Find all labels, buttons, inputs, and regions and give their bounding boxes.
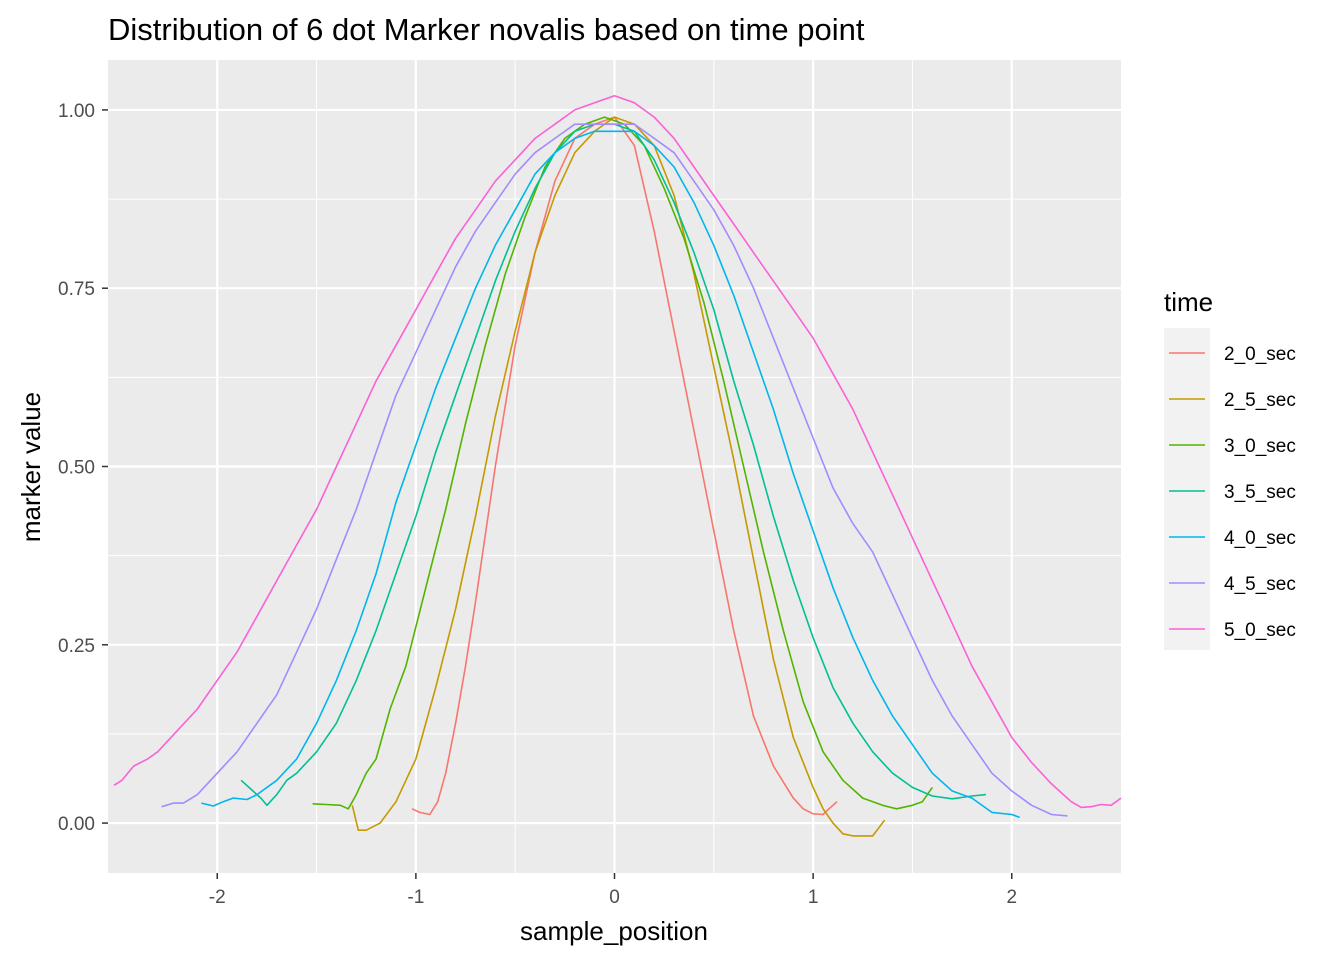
x-tick-label: 1 [808, 887, 819, 908]
series-line-2_5_sec [351, 116, 886, 837]
x-tick-label: 2 [1006, 887, 1017, 908]
x-tick-label: -1 [407, 887, 424, 908]
legend-label: 2_5_sec [1224, 390, 1296, 411]
legend-label: 3_0_sec [1224, 436, 1296, 457]
y-tick-label: 0.75 [58, 279, 95, 300]
legend-label: 5_0_sec [1224, 620, 1296, 641]
legend-label: 4_0_sec [1224, 528, 1296, 549]
grid-major [108, 60, 1121, 873]
y-tick-label: 0.25 [58, 636, 95, 657]
legend-label: 2_0_sec [1224, 344, 1296, 365]
x-tick-label: -2 [209, 887, 226, 908]
series-lines [113, 94, 1122, 837]
legend-key-background [1164, 328, 1210, 650]
legend-label: 3_5_sec [1224, 482, 1296, 503]
series-line-5_0_sec [113, 94, 1122, 809]
y-tick-label: 1.00 [58, 101, 95, 122]
x-tick-label: 0 [609, 887, 620, 908]
y-tick-label: 0.00 [58, 814, 95, 835]
legend-label: 4_5_sec [1224, 574, 1296, 595]
y-tick-label: 0.50 [58, 458, 95, 479]
series-line-3_0_sec [312, 116, 933, 810]
series-line-4_0_sec [201, 130, 1020, 819]
series-line-3_5_sec [240, 123, 986, 807]
x-axis-title: sample_position [520, 916, 708, 946]
axes: -2 -1 0 1 2 0.00 0.25 0.50 0.75 1.00 [58, 101, 1017, 908]
legend: time 2_0_sec 2_5_sec 3_0_sec 3_5_sec 4_0_sec… [1164, 287, 1296, 650]
chart-title: Distribution of 6 dot Marker novalis bas… [108, 12, 865, 47]
y-axis-title: marker value [16, 392, 46, 542]
legend-title: time [1164, 287, 1213, 317]
series-line-4_5_sec [161, 123, 1068, 817]
